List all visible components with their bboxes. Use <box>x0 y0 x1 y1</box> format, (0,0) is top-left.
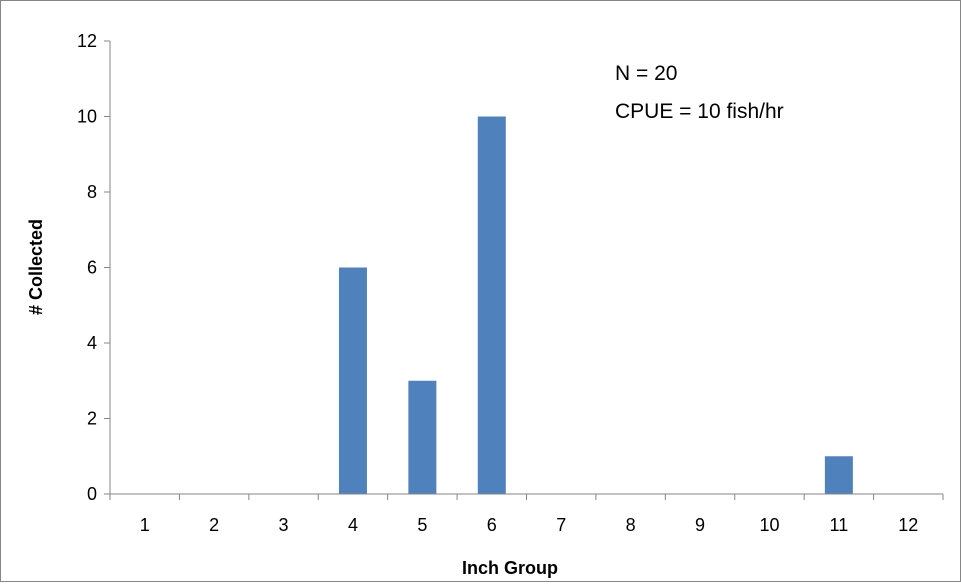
y-tick-label: 2 <box>87 409 97 429</box>
bar-6 <box>477 116 506 494</box>
x-tick-label: 2 <box>209 515 219 535</box>
y-axis-ticks <box>104 40 110 495</box>
bar-5 <box>408 380 437 494</box>
y-tick-label: 8 <box>87 182 97 202</box>
x-tick-label: 1 <box>140 515 150 535</box>
x-tick-label: 4 <box>348 515 358 535</box>
annotation-sample-size: N = 20 <box>615 62 677 85</box>
x-tick-label: 9 <box>695 515 705 535</box>
bar-11 <box>824 456 853 494</box>
y-tick-label: 6 <box>87 258 97 278</box>
x-axis-ticks <box>109 494 944 500</box>
annotation-cpue: CPUE = 10 fish/hr <box>615 100 784 123</box>
y-tick-label: 10 <box>77 107 97 127</box>
y-tick-label: 4 <box>87 333 97 353</box>
x-tick-label: 11 <box>830 515 849 535</box>
y-tick-label: 0 <box>87 484 97 504</box>
x-tick-label: 8 <box>626 515 636 535</box>
x-axis-tick-labels: 1 2 3 4 5 6 7 8 9 10 11 12 <box>140 515 919 535</box>
x-tick-label: 7 <box>556 515 566 535</box>
x-tick-label: 5 <box>417 515 427 535</box>
y-axis-tick-labels: 0 2 4 6 8 10 12 <box>77 31 97 504</box>
x-tick-label: 6 <box>487 515 497 535</box>
bars <box>338 116 853 494</box>
x-tick-label: 10 <box>759 515 779 535</box>
y-tick-label: 12 <box>77 31 97 51</box>
bar-4 <box>338 267 367 494</box>
x-axis-title: Inch Group <box>462 558 558 578</box>
y-axis-title: # Collected <box>26 219 46 315</box>
x-tick-label: 12 <box>898 515 918 535</box>
x-tick-label: 3 <box>279 515 289 535</box>
